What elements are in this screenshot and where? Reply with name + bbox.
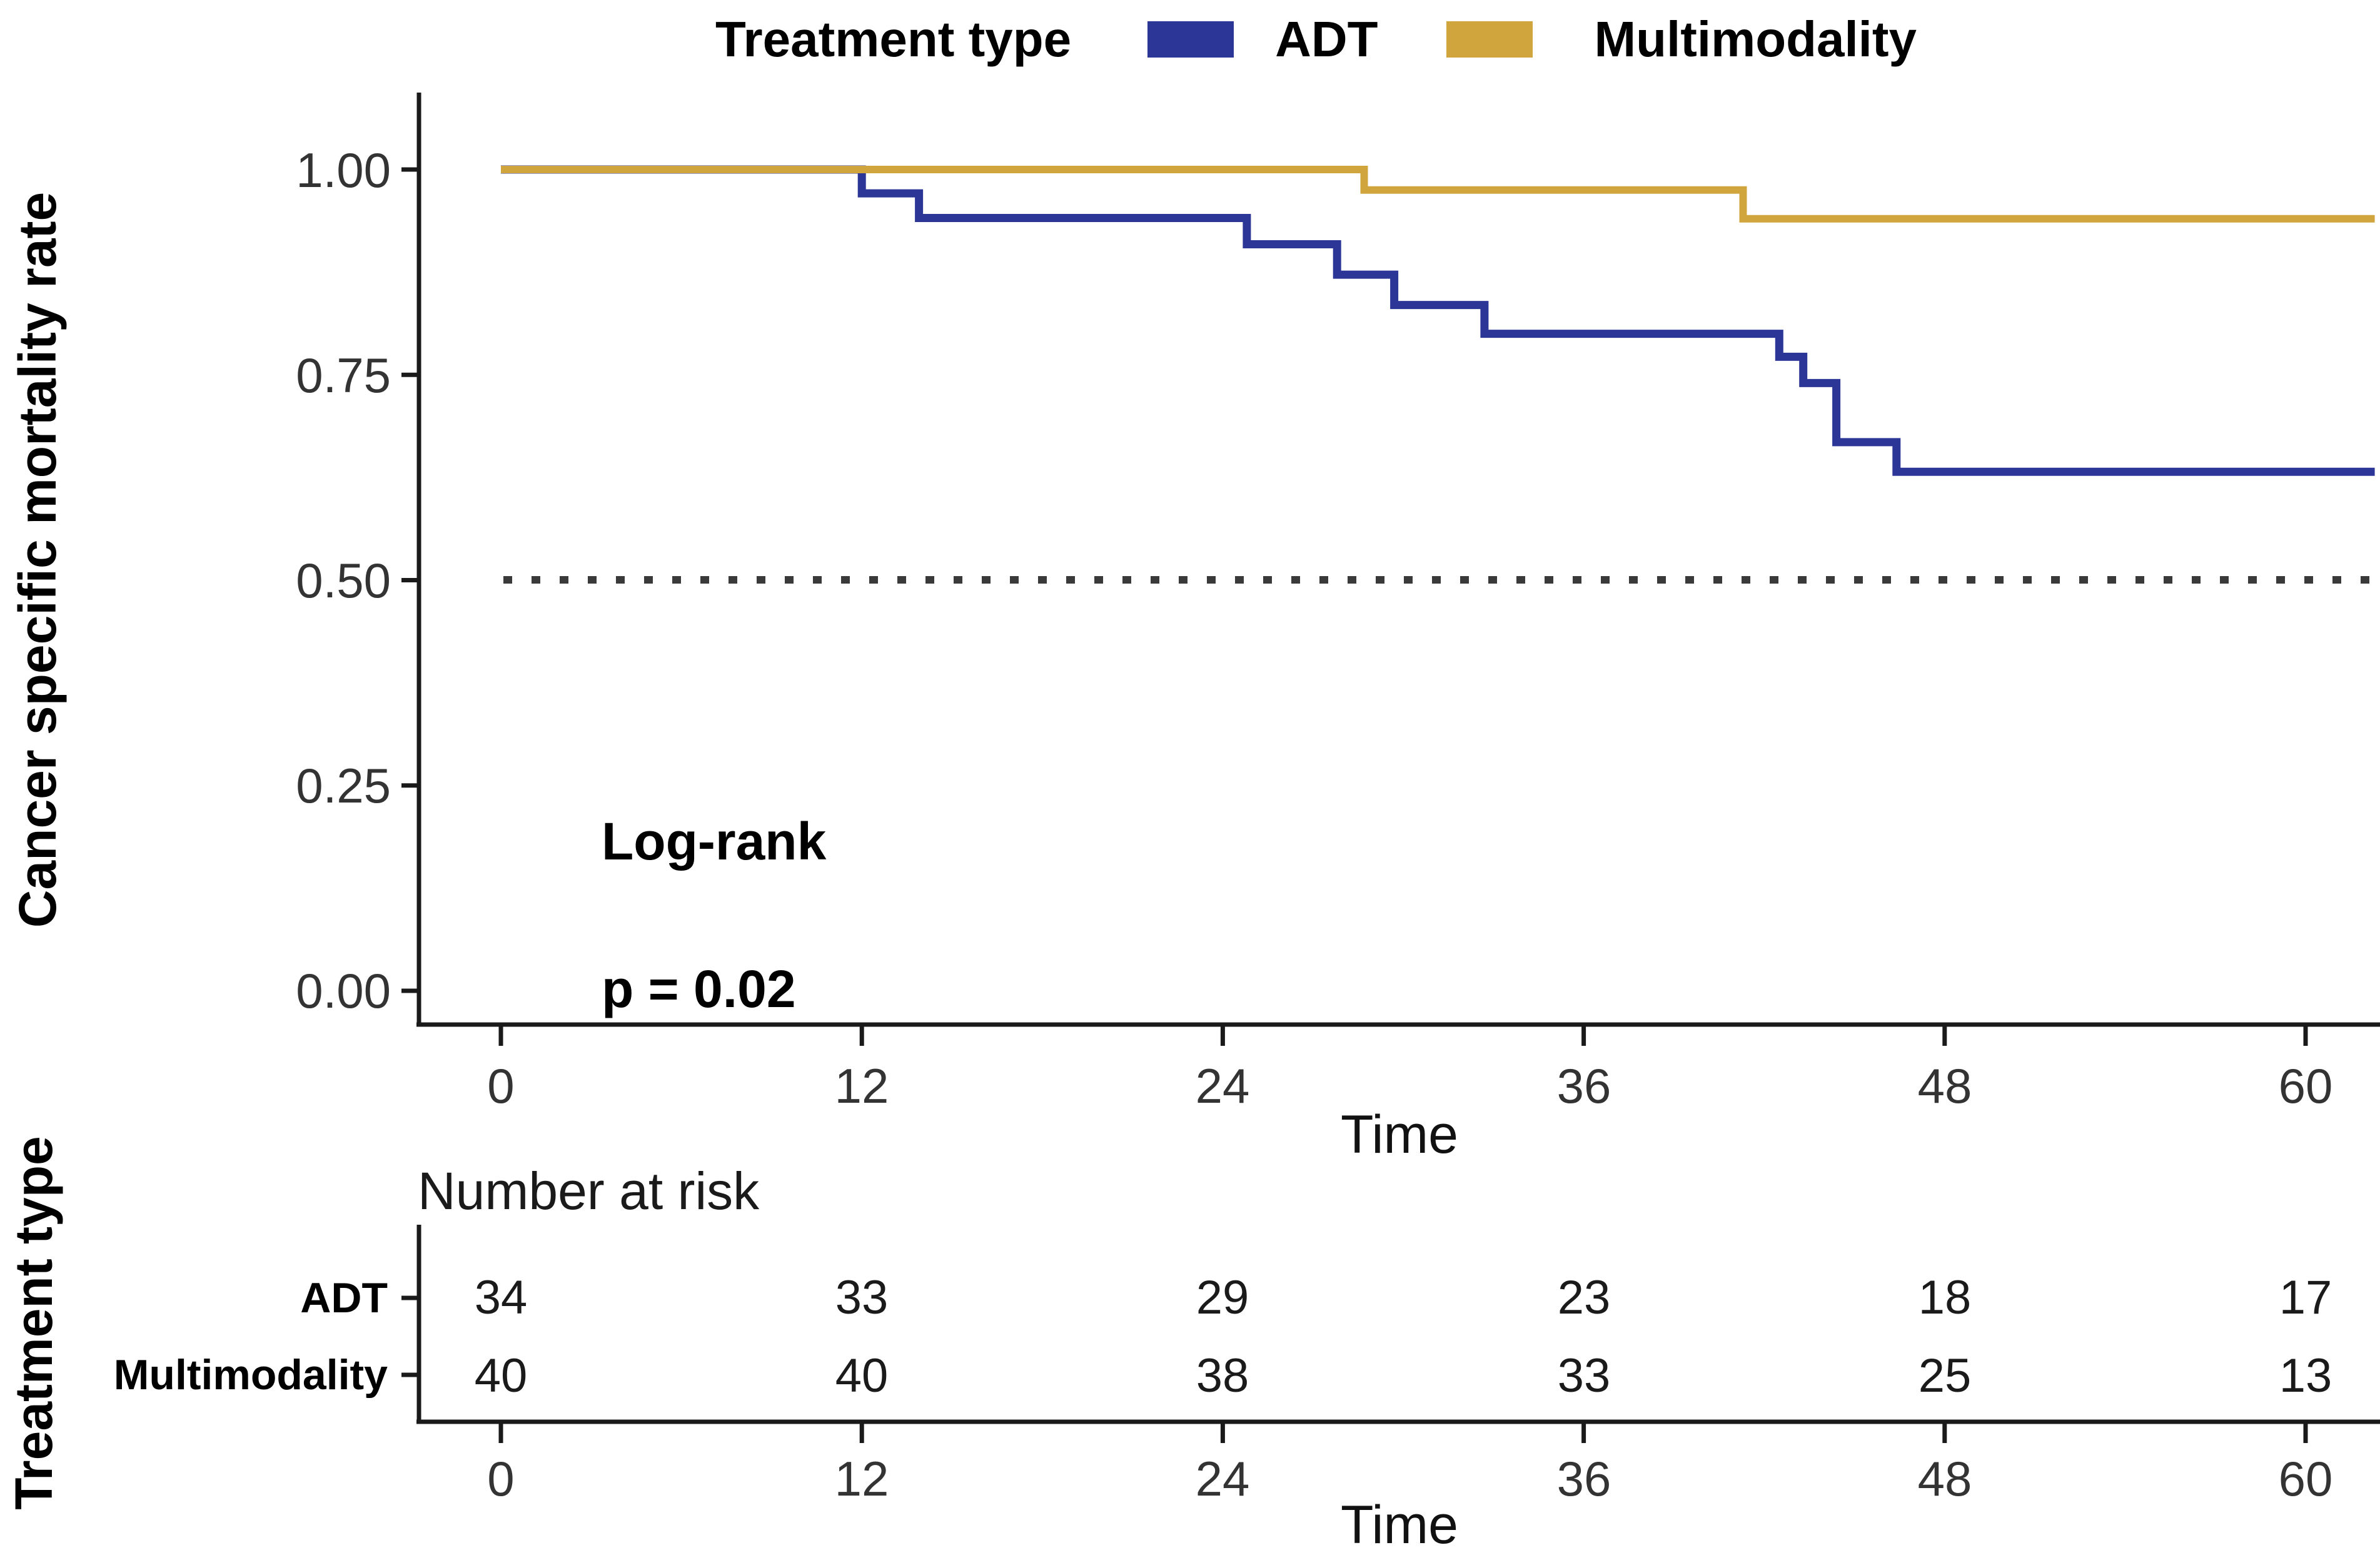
risk-cell: 13 [2279, 1349, 2332, 1402]
x-tick-48: 48 [1917, 1058, 1972, 1113]
legend-label-adt: ADT [1275, 11, 1378, 67]
log-rank-annotation: Log-rank p = 0.02 [602, 731, 826, 1100]
legend-label-multimodality: Multimodality [1594, 11, 1917, 67]
x-axis-ticks [498, 1025, 2308, 1046]
risk-x-tick-48: 48 [1917, 1451, 1972, 1506]
log-rank-line1: Log-rank [602, 812, 827, 871]
survival-curves [501, 165, 2375, 476]
risk-x-tick-60: 60 [2278, 1451, 2333, 1506]
risk-cell: 17 [2279, 1271, 2332, 1324]
y-tick-label-0.50: 0.50 [296, 553, 391, 608]
risk-cell: 33 [1557, 1349, 1611, 1402]
risk-cell: 23 [1557, 1271, 1611, 1324]
x-tick-24: 24 [1195, 1058, 1250, 1113]
legend-swatch-multimodality [1446, 21, 1533, 58]
y-tick-label-0.25: 0.25 [296, 758, 391, 813]
y-tick-label-0.00: 0.00 [296, 963, 391, 1018]
risk-x-axis-title: Time [1341, 1495, 1458, 1555]
risk-axis-ticks [401, 1295, 2308, 1443]
risk-cell: 33 [835, 1271, 889, 1324]
risk-row-label-multimodality: Multimodality [113, 1351, 388, 1399]
risk-x-tick-36: 36 [1556, 1451, 1611, 1506]
y-axis-ticks [401, 167, 419, 993]
risk-cell: 40 [474, 1349, 528, 1402]
legend-title: Treatment type [715, 11, 1072, 67]
risk-table-title: Number at risk [418, 1162, 760, 1220]
risk-x-tick-0: 0 [487, 1451, 515, 1506]
x-tick-0: 0 [487, 1058, 515, 1113]
x-tick-60: 60 [2278, 1058, 2333, 1113]
x-axis-title: Time [1341, 1105, 1458, 1165]
adt-curve [501, 165, 2375, 476]
risk-x-tick-12: 12 [834, 1451, 889, 1506]
risk-cell: 40 [835, 1349, 889, 1402]
risk-cell: 25 [1918, 1349, 1972, 1402]
risk-cell: 38 [1196, 1349, 1249, 1402]
x-tick-12: 12 [834, 1058, 889, 1113]
risk-cell: 34 [474, 1271, 528, 1324]
risk-cell: 29 [1196, 1271, 1249, 1324]
x-tick-36: 36 [1556, 1058, 1611, 1113]
risk-x-tick-24: 24 [1195, 1451, 1250, 1506]
multimodality-curve [501, 166, 2375, 223]
legend-swatch-adt [1147, 21, 1234, 58]
y-tick-label-0.75: 0.75 [296, 348, 391, 403]
log-rank-line2: p = 0.02 [602, 960, 796, 1018]
legend: Treatment type ADT Multimodality [715, 11, 1917, 68]
risk-cell: 18 [1918, 1271, 1972, 1324]
y-axis-title: Cancer specific mortality rate [8, 191, 67, 928]
risk-table-y-axis-title: Treatment type [4, 1136, 63, 1510]
risk-row-label-adt: ADT [300, 1274, 388, 1322]
y-tick-label-1.00: 1.00 [296, 143, 391, 198]
